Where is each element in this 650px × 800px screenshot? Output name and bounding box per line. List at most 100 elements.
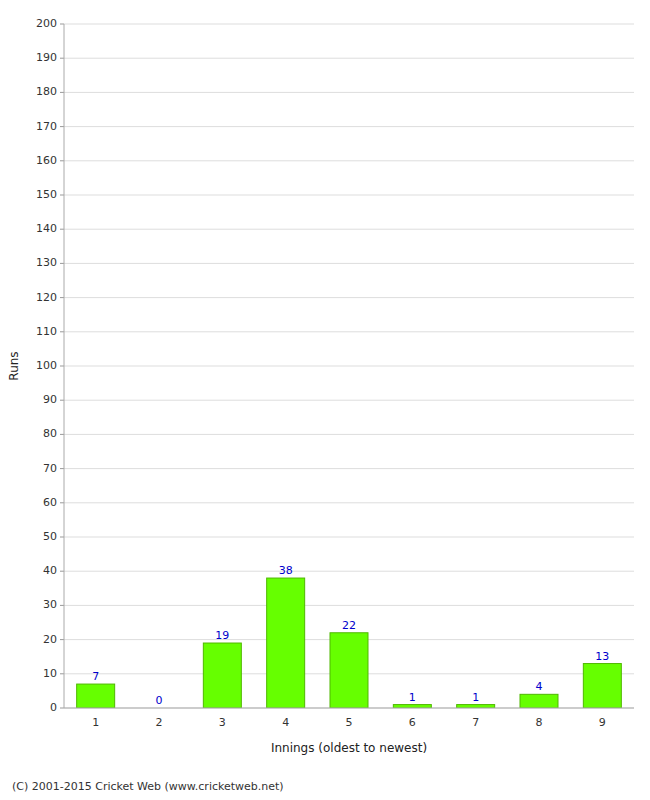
y-tick	[60, 92, 64, 93]
bar	[583, 664, 621, 708]
y-tick	[60, 400, 64, 401]
y-tick-label: 120	[36, 291, 57, 304]
grid-line	[64, 195, 634, 196]
bar	[393, 705, 431, 708]
x-tick-label: 8	[536, 716, 543, 729]
y-tick-label: 180	[36, 85, 57, 98]
data-label: 22	[342, 619, 356, 632]
grid-line	[64, 126, 634, 127]
data-label: 4	[536, 680, 543, 693]
bar	[457, 705, 495, 708]
grid-line	[64, 537, 634, 538]
grid-line	[64, 297, 634, 298]
x-tick-label: 5	[346, 716, 353, 729]
y-grid	[64, 24, 634, 708]
y-tick-label: 20	[43, 633, 57, 646]
y-tick	[60, 58, 64, 59]
y-tick	[60, 537, 64, 538]
y-tick-label: 130	[36, 256, 57, 269]
data-label: 7	[92, 670, 99, 683]
y-tick	[60, 605, 64, 606]
x-tick-label: 6	[409, 716, 416, 729]
y-tick	[60, 24, 64, 25]
y-tick	[60, 673, 64, 674]
x-axis-line	[64, 708, 634, 709]
y-tick	[60, 195, 64, 196]
y-tick	[60, 126, 64, 127]
y-tick-label: 80	[43, 427, 57, 440]
bars	[77, 578, 622, 708]
y-tick	[60, 639, 64, 640]
y-tick-label: 150	[36, 188, 57, 201]
y-tick-label: 50	[43, 530, 57, 543]
grid-line	[64, 58, 634, 59]
y-tick	[60, 297, 64, 298]
x-tick-label: 1	[92, 716, 99, 729]
grid-line	[64, 366, 634, 367]
y-tick-label: 0	[50, 701, 57, 714]
grid-line	[64, 400, 634, 401]
y-tick	[60, 708, 64, 709]
grid-line	[64, 24, 634, 25]
y-axis-line	[64, 24, 65, 708]
y-tick	[60, 229, 64, 230]
data-label: 1	[472, 691, 479, 704]
bar	[77, 684, 115, 708]
y-tick	[60, 502, 64, 503]
grid-line	[64, 468, 634, 469]
data-label: 1	[409, 691, 416, 704]
y-tick-label: 40	[43, 564, 57, 577]
data-label: 38	[279, 564, 293, 577]
bar	[330, 633, 368, 708]
y-tick-label: 160	[36, 154, 57, 167]
grid-line	[64, 605, 634, 606]
footer: (C) 2001-2015 Cricket Web (www.cricketwe…	[12, 780, 284, 793]
x-tick-label: 9	[599, 716, 606, 729]
data-labels: 7 0 19 38 22 1 1 4 13	[92, 564, 609, 707]
data-label: 19	[215, 629, 229, 642]
grid-line	[64, 331, 634, 332]
x-tick-label: 7	[472, 716, 479, 729]
grid-line	[64, 708, 634, 709]
y-tick-label: 90	[43, 393, 57, 406]
grid-line	[64, 263, 634, 264]
y-tick	[60, 331, 64, 332]
y-tick	[60, 571, 64, 572]
bar	[520, 694, 558, 708]
y-tick-label: 30	[43, 598, 57, 611]
y-tick-label: 10	[43, 667, 57, 680]
y-tick-label: 140	[36, 222, 57, 235]
plot: 0102030405060708090100110120130140150160…	[36, 17, 634, 729]
x-tick-label: 2	[156, 716, 163, 729]
y-tick-label: 60	[43, 496, 57, 509]
x-tick-label: 3	[219, 716, 226, 729]
y-tick	[60, 160, 64, 161]
y-tick-label: 110	[36, 325, 57, 338]
y-tick-label: 100	[36, 359, 57, 372]
chart-container: 0102030405060708090100110120130140150160…	[0, 0, 650, 800]
bar	[203, 643, 241, 708]
data-label: 13	[595, 650, 609, 663]
grid-line	[64, 92, 634, 93]
y-axis-title: Runs	[7, 351, 21, 380]
y-tick-label: 170	[36, 120, 57, 133]
y-tick-label: 70	[43, 462, 57, 475]
grid-line	[64, 160, 634, 161]
y-axis: 0 10 20 30 40 50 60 70 80 90 100 110 120 130 140 150 160…	[36, 17, 64, 714]
y-tick-label: 200	[36, 17, 57, 30]
x-tick-label: 4	[282, 716, 289, 729]
grid-line	[64, 502, 634, 503]
y-tick	[60, 263, 64, 264]
y-tick-label: 190	[36, 51, 57, 64]
y-tick	[60, 366, 64, 367]
grid-line	[64, 571, 634, 572]
bar	[267, 578, 305, 708]
x-axis: 1 2 3 4 5 6 7 8 9	[92, 716, 606, 729]
chart-svg: 0102030405060708090100110120130140150160…	[0, 0, 650, 800]
grid-line	[64, 434, 634, 435]
y-tick	[60, 468, 64, 469]
grid-line	[64, 229, 634, 230]
x-axis-title: Innings (oldest to newest)	[271, 741, 427, 755]
y-tick	[60, 434, 64, 435]
data-label: 0	[156, 694, 163, 707]
